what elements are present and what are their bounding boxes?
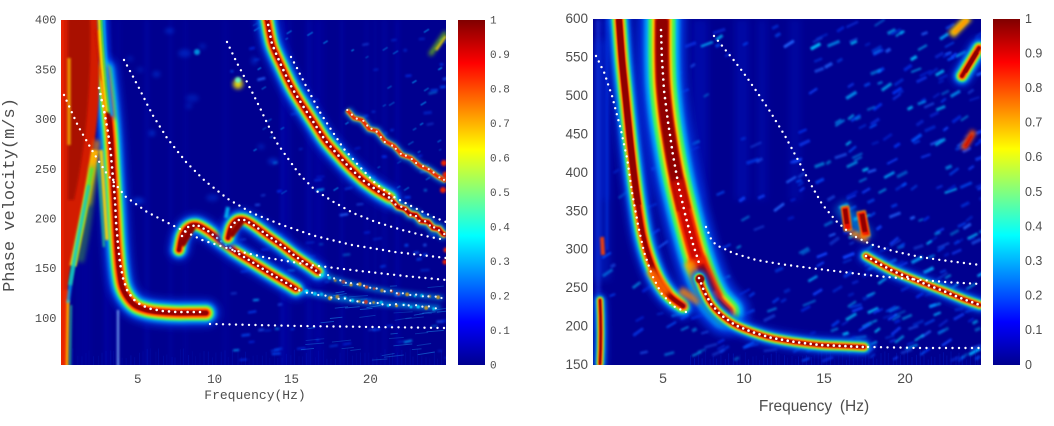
svg-text:5: 5 [659,370,667,386]
svg-text:400: 400 [565,165,588,180]
svg-text:1: 1 [1025,12,1032,26]
svg-text:0.6: 0.6 [490,153,510,165]
svg-text:15: 15 [816,370,832,386]
svg-text:0.1: 0.1 [490,326,510,338]
svg-text:10: 10 [207,373,222,387]
svg-text:20: 20 [363,373,378,387]
svg-text:0.3: 0.3 [490,257,510,269]
svg-text:15: 15 [284,373,299,387]
svg-text:600: 600 [565,11,588,26]
svg-text:150: 150 [35,262,57,276]
svg-text:0.8: 0.8 [490,84,510,96]
svg-text:450: 450 [565,126,588,141]
svg-text:5: 5 [134,373,142,387]
svg-text:0.8: 0.8 [1025,81,1042,95]
svg-text:250: 250 [35,163,57,177]
svg-text:Frequency(Hz): Frequency(Hz) [204,388,305,403]
svg-text:200: 200 [565,319,588,334]
svg-text:Frequency (Hz): Frequency (Hz) [759,398,869,415]
svg-text:100: 100 [35,312,57,326]
svg-text:20: 20 [897,370,913,386]
svg-text:300: 300 [35,113,57,127]
svg-text:0.1: 0.1 [1025,323,1042,337]
svg-text:0.2: 0.2 [1025,289,1042,303]
svg-text:350: 350 [35,63,57,77]
svg-text:0: 0 [490,360,497,372]
svg-text:0.6: 0.6 [1025,150,1042,164]
svg-text:0.9: 0.9 [490,50,510,62]
svg-text:Phase velocity(m/s): Phase velocity(m/s) [1,98,20,292]
svg-text:200: 200 [35,212,57,226]
svg-text:350: 350 [565,203,588,218]
svg-text:0.3: 0.3 [1025,254,1042,268]
svg-text:0.4: 0.4 [1025,219,1042,233]
svg-text:0.7: 0.7 [1025,116,1042,130]
svg-text:500: 500 [565,88,588,103]
svg-text:0.4: 0.4 [490,222,510,234]
svg-text:150: 150 [565,357,588,372]
svg-text:400: 400 [35,14,57,28]
svg-text:1: 1 [490,15,497,27]
svg-text:0: 0 [1025,358,1032,372]
svg-text:300: 300 [565,242,588,257]
svg-text:0.5: 0.5 [1025,185,1042,199]
svg-text:0.5: 0.5 [490,188,510,200]
svg-text:0.7: 0.7 [490,119,510,131]
svg-text:10: 10 [736,370,752,386]
svg-text:550: 550 [565,49,588,64]
svg-text:0.2: 0.2 [490,291,510,303]
svg-text:0.9: 0.9 [1025,46,1042,60]
svg-text:250: 250 [565,280,588,295]
